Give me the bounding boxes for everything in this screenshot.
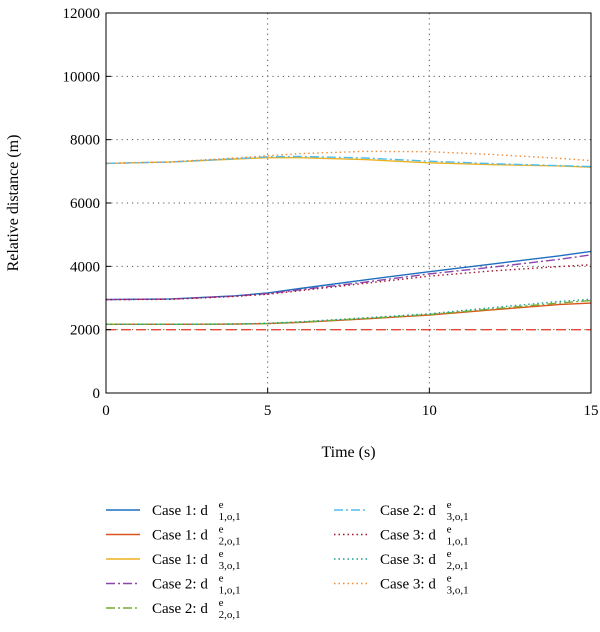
x-tick-label: 0 [102,403,110,419]
y-tick-label: 4000 [70,259,100,275]
x-tick-label: 10 [422,403,437,419]
x-tick-label: 5 [264,403,272,419]
legend-item-7: Case 3: d e 1,o,1 [334,524,469,548]
legend-item-9: Case 3: d e 3,o,1 [334,573,469,597]
x-tick-label: 15 [584,403,599,419]
y-tick-label: 0 [93,386,101,402]
legend-label: Case 3: d e 1,o,1 [380,524,469,548]
axis-ticks: 0 5 10 15 0 2000 4000 6000 8000 10000 12000 [63,6,599,419]
legend-label: Case 1: d e 3,o,1 [152,548,241,572]
y-tick-label: 12000 [63,6,101,22]
y-tick-label: 6000 [70,196,100,212]
legend-item-4: Case 2: d e 1,o,1 [106,573,241,597]
y-tick-label: 8000 [70,133,100,149]
x-axis-title: Time (s) [321,444,375,461]
legend-label: Case 2: d e 1,o,1 [152,573,241,597]
series-lines [105,150,592,325]
series-line-8 [106,298,592,325]
legend-item-8: Case 3: d e 2,o,1 [334,548,469,572]
legend-item-1: Case 1: d e 1,o,1 [106,499,241,523]
y-tick-label: 2000 [70,323,100,339]
legend-item-6: Case 2: d e 3,o,1 [334,499,469,523]
legend-label: Case 3: d e 2,o,1 [380,548,469,572]
legend-item-5: Case 2: d e 2,o,1 [106,597,241,621]
legend-label: Case 2: d e 3,o,1 [380,499,469,523]
y-axis-title: Relative distance (m) [5,135,22,272]
legend-label: Case 1: d e 1,o,1 [152,499,241,523]
series-line-4 [105,254,592,301]
series-line-6 [105,155,592,168]
legend-item-2: Case 1: d e 2,o,1 [106,524,241,548]
legend-label: Case 3: d e 3,o,1 [380,573,469,597]
legend-label: Case 1: d e 2,o,1 [152,524,241,548]
grid [106,13,591,393]
legend-item-3: Case 1: d e 3,o,1 [106,548,241,572]
legend-label: Case 2: d e 2,o,1 [152,597,241,621]
y-tick-label: 10000 [63,69,101,85]
